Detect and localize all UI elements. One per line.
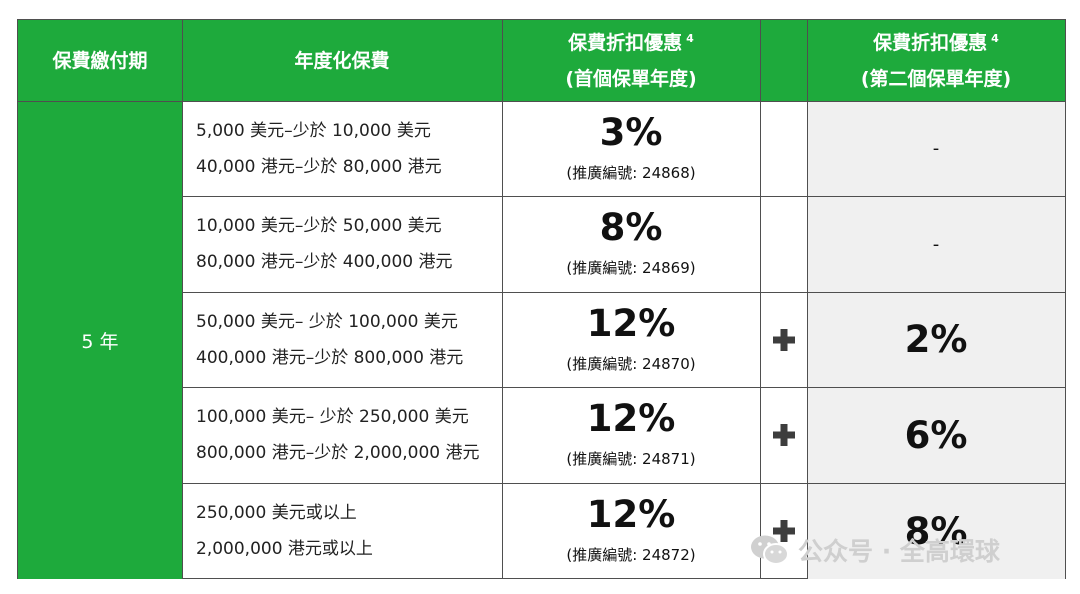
discount-table: 保費繳付期 年度化保費 保費折扣優惠 4 (首個保單年度) 保費折扣優惠 4 (第二… [17, 19, 1066, 579]
grid-line [182, 483, 1065, 484]
watermark: 公众号 · 全高環球 [750, 532, 1000, 568]
header-annualized-premium: 年度化保費 [182, 20, 502, 101]
second-year-discount-cell: 6% [807, 387, 1065, 483]
plus-cell [760, 292, 807, 387]
promo-code: (推廣編號: 24872) [566, 546, 696, 564]
plus-cell [760, 387, 807, 483]
premium-range-cell: 5,000 美元–少於 10,000 美元 40,000 港元–少於 80,00… [196, 120, 442, 177]
plus-cell [760, 196, 807, 292]
grid-line [807, 20, 808, 579]
plus-icon [772, 328, 795, 351]
premium-range-cell: 250,000 美元或以上 2,000,000 港元或以上 [196, 503, 373, 559]
discount-percent: 2% [904, 318, 968, 361]
header-discount-first-year: 保費折扣優惠 4 (首個保單年度) [502, 20, 760, 101]
second-year-discount-cell: - [807, 196, 1065, 292]
header-payment-term: 保費繳付期 [18, 20, 182, 101]
footnote-marker: 4 [686, 31, 694, 45]
discount-percent: 12% [586, 493, 676, 536]
payment-period-cell: 5 年 [18, 101, 182, 579]
header-discount-second-year: 保費折扣優惠 4 (第二個保單年度) [807, 20, 1065, 101]
first-year-discount-cell: 8% (推廣編號: 24869) [502, 196, 760, 292]
grid-line [182, 196, 1065, 197]
discount-percent: 6% [904, 413, 968, 457]
wechat-icon [751, 535, 789, 565]
second-year-discount-cell: 8% [807, 483, 1065, 579]
discount-percent: 12% [586, 301, 676, 345]
second-year-discount-cell: - [807, 101, 1065, 196]
header-plus-column [760, 20, 807, 101]
discount-percent: 8% [904, 509, 968, 553]
premium-range-cell: 10,000 美元–少於 50,000 美元 80,000 港元–少於 400,… [196, 216, 453, 272]
premium-range-cell: 100,000 美元– 少於 250,000 美元 800,000 港元–少於 … [196, 407, 480, 463]
grid-line [182, 292, 1065, 293]
discount-percent: 8% [599, 206, 663, 249]
first-year-discount-cell: 12% (推廣編號: 24870) [502, 292, 760, 387]
plus-cell [760, 101, 807, 196]
promo-code: (推廣編號: 24871) [566, 450, 696, 468]
first-year-discount-cell: 12% (推廣編號: 24872) [502, 483, 760, 579]
promo-code: (推廣編號: 24869) [566, 259, 696, 277]
promo-code: (推廣編號: 24868) [566, 163, 696, 182]
footnote-marker: 4 [991, 31, 999, 45]
grid-line [502, 20, 503, 579]
plus-cell [760, 483, 807, 579]
promo-code: (推廣編號: 24870) [566, 354, 696, 373]
plus-icon [772, 424, 795, 446]
first-year-discount-cell: 3% (推廣編號: 24868) [502, 101, 760, 196]
premium-range-cell: 50,000 美元– 少於 100,000 美元 400,000 港元–少於 8… [196, 311, 464, 368]
grid-line [760, 20, 761, 579]
grid-line [18, 101, 1065, 102]
plus-icon [772, 520, 795, 542]
grid-line [182, 20, 183, 579]
first-year-discount-cell: 12% (推廣編號: 24871) [502, 387, 760, 483]
discount-percent: 12% [586, 397, 676, 440]
discount-percent: 3% [599, 110, 663, 154]
second-year-discount-cell: 2% [807, 292, 1065, 387]
grid-line [182, 387, 1065, 388]
